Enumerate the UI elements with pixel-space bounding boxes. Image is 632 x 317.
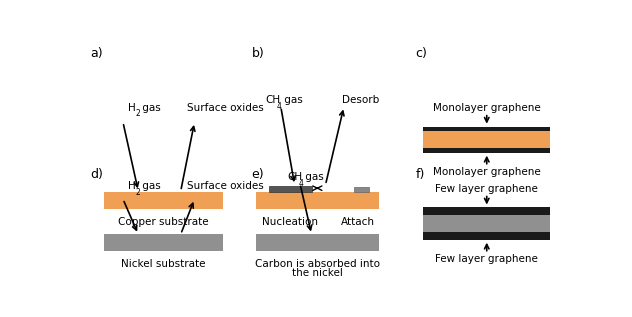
Text: Copper substrate: Copper substrate: [118, 217, 209, 227]
Text: d): d): [90, 168, 102, 181]
Text: CH: CH: [287, 172, 302, 182]
Text: Surface oxides: Surface oxides: [187, 103, 264, 113]
Bar: [104, 234, 223, 251]
Text: H: H: [128, 181, 136, 191]
Text: Carbon is absorbed into: Carbon is absorbed into: [255, 259, 380, 269]
Text: 2: 2: [135, 188, 140, 197]
Text: Surface oxides: Surface oxides: [187, 181, 264, 191]
Text: 2: 2: [135, 109, 140, 118]
Text: Few layer graphene: Few layer graphene: [435, 184, 538, 194]
Bar: [354, 187, 369, 192]
Text: Nickel substrate: Nickel substrate: [121, 259, 205, 269]
Bar: [423, 215, 550, 232]
Bar: [423, 232, 550, 240]
Bar: [423, 148, 550, 153]
Bar: [269, 186, 312, 192]
Text: gas: gas: [139, 181, 161, 191]
Text: Attach: Attach: [341, 217, 375, 227]
Text: gas: gas: [281, 95, 303, 105]
Bar: [423, 207, 550, 215]
Text: the nickel: the nickel: [293, 268, 343, 278]
Text: 4: 4: [277, 102, 282, 111]
Text: CH: CH: [265, 95, 281, 105]
Bar: [256, 234, 379, 251]
Text: a): a): [90, 47, 102, 60]
Text: Nucleation: Nucleation: [262, 217, 318, 227]
Text: b): b): [252, 47, 264, 60]
Text: Monolayer graphene: Monolayer graphene: [433, 103, 540, 113]
Text: Few layer graphene: Few layer graphene: [435, 254, 538, 264]
Bar: [423, 126, 550, 131]
Bar: [256, 192, 379, 209]
Text: Desorb: Desorb: [343, 95, 380, 105]
Text: 4: 4: [298, 179, 303, 188]
Text: gas: gas: [302, 172, 324, 182]
Text: e): e): [252, 168, 264, 181]
Text: gas: gas: [139, 103, 161, 113]
Text: c): c): [415, 47, 427, 60]
Bar: [423, 131, 550, 148]
Text: f): f): [415, 168, 425, 181]
Text: Monolayer graphene: Monolayer graphene: [433, 167, 540, 177]
Bar: [104, 192, 223, 209]
Text: H: H: [128, 103, 136, 113]
